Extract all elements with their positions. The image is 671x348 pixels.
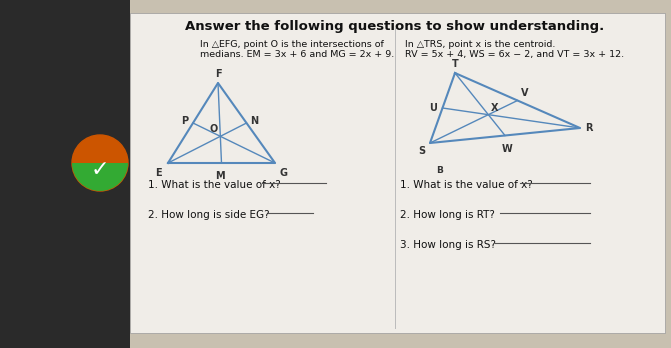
Text: X: X <box>491 103 498 113</box>
Text: In △EFG, point O is the intersections of: In △EFG, point O is the intersections of <box>200 40 384 49</box>
Text: O: O <box>209 124 217 134</box>
Text: In △TRS, point x is the centroid.: In △TRS, point x is the centroid. <box>405 40 556 49</box>
Bar <box>0 0 130 348</box>
Text: medians. EM = 3x + 6 and MG = 2x + 9.: medians. EM = 3x + 6 and MG = 2x + 9. <box>200 50 395 59</box>
Bar <box>130 13 665 333</box>
Text: B: B <box>436 166 443 175</box>
Text: E: E <box>156 168 162 178</box>
Text: V: V <box>521 87 528 97</box>
Text: N: N <box>250 116 258 126</box>
Text: P: P <box>181 116 188 126</box>
Text: G: G <box>279 168 287 178</box>
Text: U: U <box>429 103 437 113</box>
Text: RV = 5x + 4, WS = 6x − 2, and VT = 3x + 12.: RV = 5x + 4, WS = 6x − 2, and VT = 3x + … <box>405 50 624 59</box>
Text: W: W <box>502 143 513 153</box>
Text: M: M <box>215 171 224 181</box>
Text: 3. How long is RS?: 3. How long is RS? <box>400 240 496 250</box>
Text: 1. What is the value of x?: 1. What is the value of x? <box>148 180 280 190</box>
Text: 2. How long is side EG?: 2. How long is side EG? <box>148 210 270 220</box>
Text: Answer the following questions to show understanding.: Answer the following questions to show u… <box>185 20 605 33</box>
Wedge shape <box>72 163 128 191</box>
Text: 1. What is the value of x?: 1. What is the value of x? <box>400 180 533 190</box>
Text: R: R <box>585 123 592 133</box>
Text: S: S <box>418 146 425 156</box>
Text: T: T <box>452 59 458 69</box>
Text: ✓: ✓ <box>91 160 109 180</box>
Text: 2. How long is RT?: 2. How long is RT? <box>400 210 495 220</box>
Circle shape <box>72 135 128 191</box>
Text: F: F <box>215 69 221 79</box>
